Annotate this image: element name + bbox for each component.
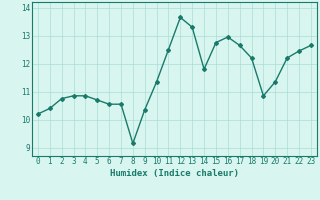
- X-axis label: Humidex (Indice chaleur): Humidex (Indice chaleur): [110, 169, 239, 178]
